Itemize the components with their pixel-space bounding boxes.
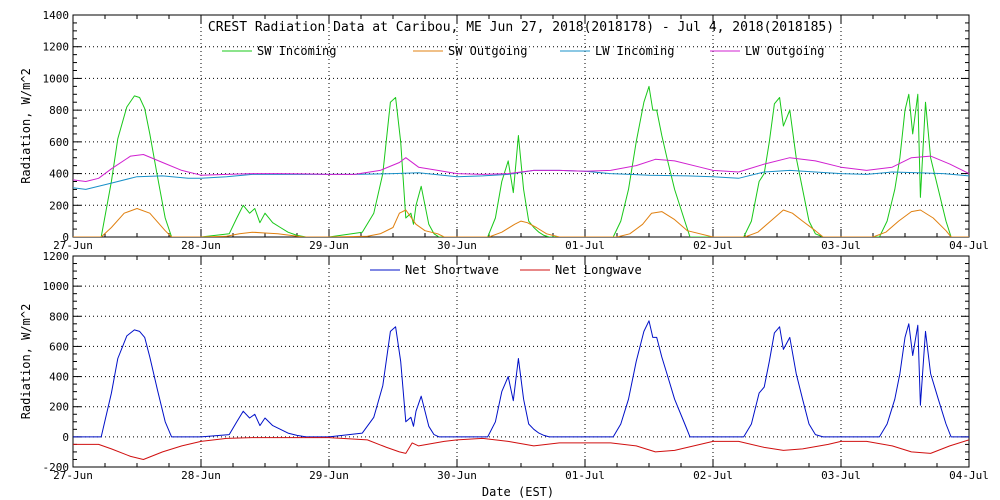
y-tick-label: 800: [49, 104, 69, 117]
plot-frame: [72, 255, 970, 468]
x-tick-label: 01-Jul: [565, 469, 605, 482]
x-tick-label: 30-Jun: [437, 239, 477, 252]
x-tick-label: 03-Jul: [821, 469, 861, 482]
series-line-lw-incoming: [73, 169, 969, 190]
x-tick-label: 28-Jun: [181, 469, 221, 482]
y-tick-label: 1400: [43, 9, 70, 22]
series-line-lw-outgoing: [73, 154, 969, 182]
x-tick-label: 04-Jul: [949, 469, 989, 482]
x-tick-label: 30-Jun: [437, 469, 477, 482]
legend-label-net-shortwave: Net Shortwave: [405, 263, 499, 277]
series-line-sw-incoming: [73, 85, 969, 237]
x-tick-label: 03-Jul: [821, 239, 861, 252]
y-tick-label: 800: [49, 310, 69, 323]
y-tick-label: 600: [49, 136, 69, 149]
x-tick-label: 29-Jun: [309, 239, 349, 252]
y-tick-label: -200: [43, 461, 70, 474]
y-axis-label: Radiation, W/m^2: [19, 304, 33, 420]
series-line-sw-outgoing: [73, 208, 969, 237]
y-tick-label: 1200: [43, 250, 70, 263]
y-tick-label: 200: [49, 199, 69, 212]
y-axis-label: Radiation, W/m^2: [19, 68, 33, 184]
y-tick-label: 1000: [43, 72, 70, 85]
x-tick-label: 01-Jul: [565, 239, 605, 252]
chart-title: CREST Radiation Data at Caribou, ME Jun …: [208, 20, 834, 35]
x-axis-label: Date (EST): [482, 485, 554, 499]
y-tick-label: 1000: [43, 280, 70, 293]
y-tick-label: 600: [49, 340, 69, 353]
x-tick-label: 28-Jun: [181, 239, 221, 252]
legend-label-sw-incoming: SW Incoming: [257, 44, 336, 58]
top-panel: 0 200 400 600 800 1000 1200 1400 27-Jun 28-Jun 29-…: [19, 9, 989, 252]
y-tick-label: 0: [62, 231, 69, 244]
x-tick-label: 04-Jul: [949, 239, 989, 252]
x-tick-label: 27-Jun: [53, 239, 93, 252]
legend-label-net-longwave: Net Longwave: [555, 263, 642, 277]
y-tick-label: 400: [49, 168, 69, 181]
series-line-net-shortwave: [73, 320, 969, 438]
legend-label-lw-outgoing: LW Outgoing: [745, 44, 824, 58]
legend-label-lw-incoming: LW Incoming: [595, 44, 674, 58]
legend-label-sw-outgoing: SW Outgoing: [448, 44, 527, 58]
x-tick-label: 02-Jul: [693, 239, 733, 252]
y-tick-label: 1200: [43, 41, 70, 54]
y-tick-label: 400: [49, 371, 69, 384]
y-tick-label: 0: [62, 431, 69, 444]
x-tick-label: 27-Jun: [53, 469, 93, 482]
y-tick-label: 200: [49, 401, 69, 414]
series-line-net-longwave: [73, 437, 969, 460]
bottom-panel: -200 0 200 400 600 800 1000 1200 27-Jun 28-Jun 29-…: [19, 250, 989, 482]
x-tick-label: 02-Jul: [693, 469, 733, 482]
x-tick-label: 29-Jun: [309, 469, 349, 482]
